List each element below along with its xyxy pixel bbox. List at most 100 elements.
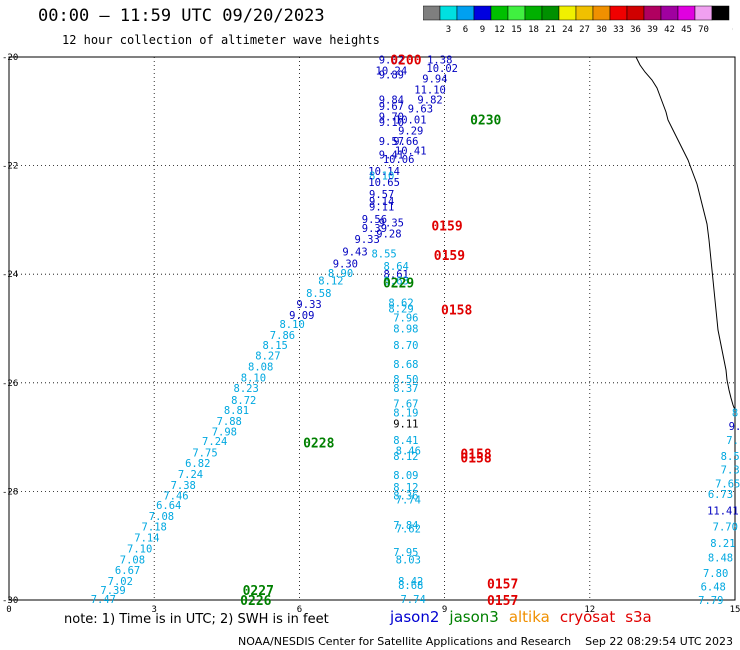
wave-height-label: 7.10 <box>127 543 152 555</box>
coastline <box>635 56 736 411</box>
wave-height-label: 7.39 <box>100 585 125 597</box>
colorbar-unit: (ft) <box>731 25 733 35</box>
map-subtitle: 12 hour collection of altimeter wave hei… <box>62 33 380 47</box>
wave-height-label: 6.73 <box>708 489 733 501</box>
wave-height-label: 8.12 <box>393 482 418 494</box>
wave-height-label: 8.46 <box>396 446 421 458</box>
y-tick-label: -20 <box>2 53 18 63</box>
colorbar-tick-label: 27 <box>579 25 590 35</box>
wave-height-label: 7.3 <box>721 465 740 477</box>
wave-height-label: 7.47 <box>91 594 116 606</box>
wave-height-label: 7.14 <box>134 533 159 545</box>
x-tick-label: 6 <box>297 605 302 615</box>
wave-height-label: 7.95 <box>393 547 418 559</box>
pass-time-label: 0158 <box>460 452 491 467</box>
wave-height-label: 9.70 <box>379 112 404 124</box>
x-tick-label: 9 <box>442 605 447 615</box>
colorbar-tick-label: 12 <box>494 25 505 35</box>
colorbar-tick-label: 3 <box>446 25 451 35</box>
colorbar-tick-label: 39 <box>647 25 658 35</box>
wave-height-label: 7. <box>726 435 739 447</box>
wave-height-label: 7.70 <box>713 522 738 534</box>
wave-height-label: 8.15 <box>263 340 288 352</box>
colorbar-tick-label: 70 <box>698 25 709 35</box>
pass-time-label: 0226 <box>240 594 271 609</box>
wave-height-label: 10.14 <box>368 166 400 178</box>
x-tick-label: 0 <box>6 605 11 615</box>
wave-height-label: 9.43 <box>342 246 367 258</box>
x-tick-label: 3 <box>151 605 156 615</box>
wave-height-label: 9.57 <box>369 189 394 201</box>
wave-height-label: 8.19 <box>393 408 418 420</box>
pass-time-label: 0227 <box>243 584 274 599</box>
wave-height-label: 9.84 <box>379 94 404 106</box>
wave-height-label: 7.74 <box>396 495 421 507</box>
y-tick-label: -30 <box>2 596 18 606</box>
wave-height-label: 8.62 <box>388 297 413 309</box>
wave-height-label: 8.70 <box>393 340 418 352</box>
satellite-legend: jason2 jason3 altika cryosat s3a <box>390 608 662 626</box>
wave-height-label: 7.02 <box>108 576 133 588</box>
satellite-name: jason2 <box>390 608 440 626</box>
wave-height-map: -20 -22 -24 -26 -28 -300 3 6 9 12 15 9.02 1.38 10.24 1… <box>2 53 740 615</box>
wave-height-label: 9.14 <box>369 196 394 208</box>
wave-height-label: 8.90 <box>328 268 353 280</box>
wave-height-label: 7.80 <box>703 568 728 580</box>
wave-height-label: 10.41 <box>395 145 427 157</box>
satellite-name: jason3 <box>449 608 499 626</box>
map-frame <box>8 56 736 601</box>
wave-height-label: 8.36 <box>393 491 418 503</box>
wave-height-label: 8.03 <box>396 554 421 566</box>
y-tick-label: -28 <box>2 487 18 497</box>
wave-height-label: 7.62 <box>396 523 421 535</box>
wave-height-label: 10.24 <box>376 66 408 78</box>
wave-height-label: 7.74 <box>400 594 425 606</box>
colorbar-tick-label: 9 <box>480 25 485 35</box>
wave-height-label: 7.75 <box>192 447 217 459</box>
wave-height-label: 7.84 <box>393 520 418 532</box>
colorbar-tick-label: 45 <box>681 25 692 35</box>
wave-height-label: 8.37 <box>393 383 418 395</box>
pass-time-label: 0158 <box>441 303 472 318</box>
wave-height-label: 9.39 <box>362 223 387 235</box>
wave-height-label: 1.38 <box>427 55 452 67</box>
wave-height-label: 9.63 <box>408 104 433 116</box>
colorbar-tick-label: 24 <box>562 25 573 35</box>
colorbar-tick-label: 21 <box>545 25 556 35</box>
wave-height-label: 7.88 <box>217 416 242 428</box>
colorbar-tick-label: 15 <box>511 25 522 35</box>
pass-time-label: 0200 <box>390 54 421 69</box>
wave-height-label: 8.12 <box>393 451 418 463</box>
wave-height-label: 8.10 <box>241 372 266 384</box>
wave-height-label: 8.29 <box>388 303 413 315</box>
wave-height-label: 6.48 <box>701 581 726 593</box>
units-note: note: 1) Time is in UTC; 2) SWH is in fe… <box>64 612 329 627</box>
pass-time-label: 0228 <box>303 437 334 452</box>
wave-height-label: 7.67 <box>393 398 418 410</box>
y-tick-label: -22 <box>2 162 18 172</box>
wave-height-label: 7.08 <box>120 554 145 566</box>
colorbar-tick-label: 42 <box>664 25 675 35</box>
wave-height-label: 7.24 <box>178 469 203 481</box>
colorbar-swatch <box>711 5 730 21</box>
wave-height-label: 9.35 <box>379 218 404 230</box>
y-tick-label: -26 <box>2 379 18 389</box>
map-title: 00:00 – 11:59 UTC 09/20/2023 <box>38 6 325 26</box>
y-tick-label: -24 <box>2 270 18 280</box>
colorbar-tick-label: 18 <box>528 25 539 35</box>
wave-height-label: 8.41 <box>393 435 418 447</box>
pass-time-label: 0229 <box>383 276 414 291</box>
wave-height-label: 9.29 <box>398 125 423 137</box>
wave-height-label: 10.02 <box>426 63 458 75</box>
wave-height-label: 7.98 <box>212 427 237 439</box>
wave-height-label: 9.02 <box>379 55 404 67</box>
wave-height-label: 9.09 <box>289 310 314 322</box>
wave-height-label: 8.55 <box>371 249 396 261</box>
colorbar-tick-label: 36 <box>630 25 641 35</box>
wave-height-label: 8.23 <box>234 383 259 395</box>
x-tick-label: 15 <box>730 605 740 615</box>
x-tick-label: 12 <box>584 605 595 615</box>
wave-height-label: 9.57 <box>379 136 404 148</box>
colorbar-tick-label: 6 <box>463 25 468 35</box>
